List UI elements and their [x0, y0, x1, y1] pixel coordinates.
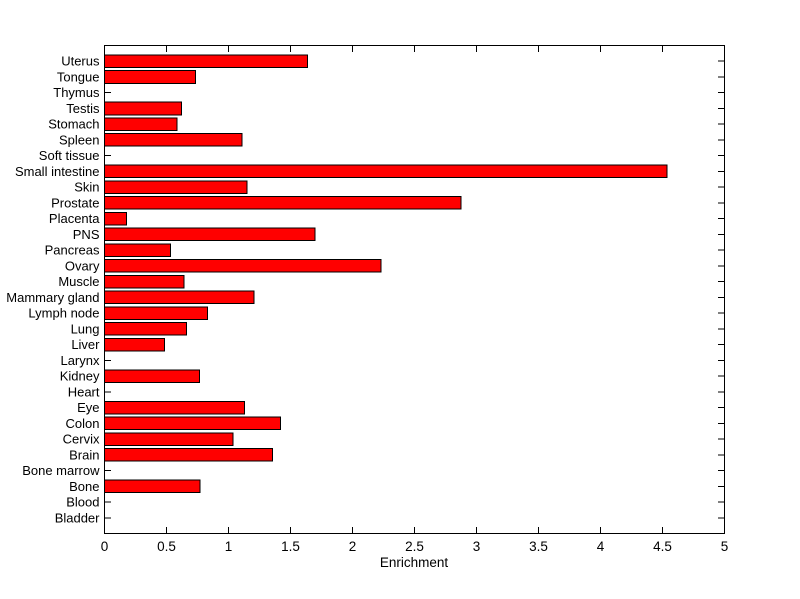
svg-text:3.5: 3.5: [529, 539, 548, 554]
svg-text:Stomach: Stomach: [48, 117, 99, 132]
svg-text:Spleen: Spleen: [59, 132, 99, 147]
svg-text:Bone: Bone: [69, 479, 99, 494]
svg-text:Larynx: Larynx: [60, 353, 100, 368]
svg-text:Skin: Skin: [74, 180, 99, 195]
svg-text:Kidney: Kidney: [60, 369, 100, 384]
svg-text:Mammary gland: Mammary gland: [6, 290, 99, 305]
svg-text:Bone marrow: Bone marrow: [22, 463, 100, 478]
svg-text:Eye: Eye: [77, 400, 99, 415]
svg-text:Tongue: Tongue: [57, 69, 100, 84]
svg-text:Blood: Blood: [66, 495, 99, 510]
svg-text:1: 1: [225, 539, 233, 554]
svg-text:Soft tissue: Soft tissue: [39, 148, 100, 163]
svg-text:Prostate: Prostate: [51, 195, 99, 210]
svg-text:Lymph node: Lymph node: [28, 306, 99, 321]
svg-text:Brain: Brain: [69, 447, 99, 462]
svg-text:Cervix: Cervix: [63, 432, 100, 447]
svg-text:Ovary: Ovary: [65, 258, 100, 273]
svg-text:1.5: 1.5: [281, 539, 300, 554]
svg-text:4.5: 4.5: [653, 539, 672, 554]
svg-text:0.5: 0.5: [157, 539, 176, 554]
svg-text:Bladder: Bladder: [55, 510, 100, 525]
svg-text:Heart: Heart: [68, 384, 100, 399]
svg-text:Testis: Testis: [66, 101, 100, 116]
svg-text:Placenta: Placenta: [49, 211, 100, 226]
svg-text:5: 5: [721, 539, 729, 554]
svg-text:Enrichment: Enrichment: [380, 555, 449, 570]
svg-text:Colon: Colon: [66, 416, 100, 431]
svg-text:4: 4: [597, 539, 605, 554]
svg-text:3: 3: [473, 539, 481, 554]
svg-text:Lung: Lung: [71, 321, 100, 336]
svg-text:2.5: 2.5: [405, 539, 424, 554]
svg-text:Thymus: Thymus: [53, 85, 100, 100]
svg-text:2: 2: [349, 539, 357, 554]
svg-text:Muscle: Muscle: [58, 274, 99, 289]
svg-text:Uterus: Uterus: [61, 54, 100, 69]
svg-text:Small intestine: Small intestine: [15, 164, 100, 179]
svg-text:0: 0: [101, 539, 109, 554]
svg-text:Pancreas: Pancreas: [45, 243, 100, 258]
svg-text:PNS: PNS: [73, 227, 100, 242]
svg-text:Liver: Liver: [71, 337, 100, 352]
